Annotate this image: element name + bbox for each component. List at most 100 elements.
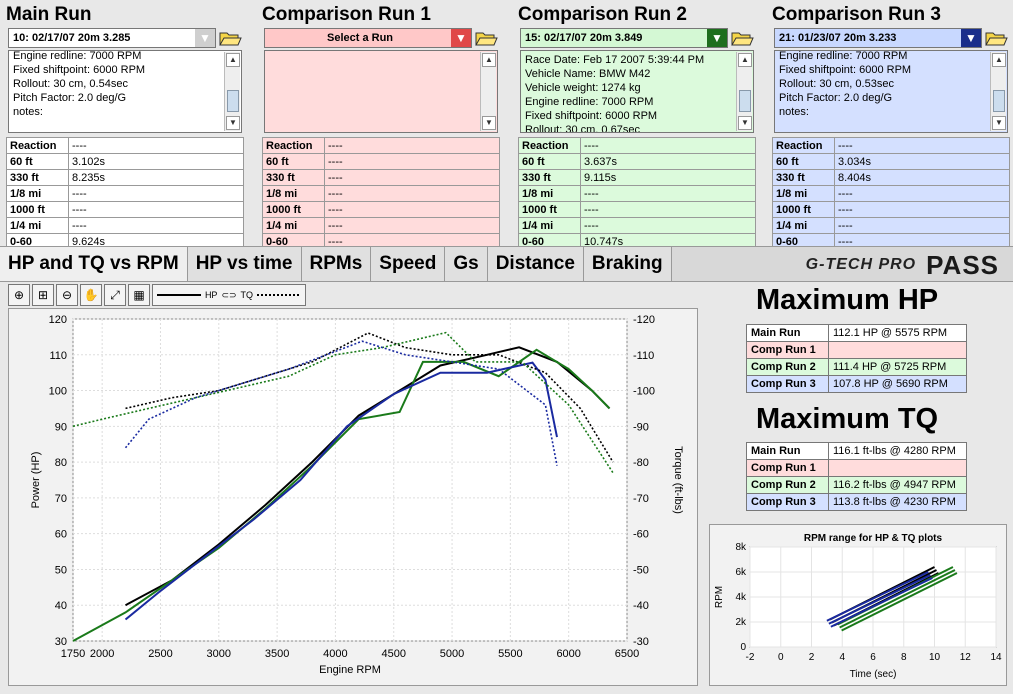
max-tq-table: Main Run 116.1 ft-lbs @ 4280 RPM Comp Run … bbox=[746, 442, 967, 511]
stat-label: 60 ft bbox=[262, 153, 325, 170]
line-legend: HP ⊂⊃ TQ bbox=[152, 284, 306, 306]
folder-icon[interactable] bbox=[218, 28, 242, 48]
tab-distance[interactable]: Distance bbox=[487, 247, 584, 281]
scroll-down-icon[interactable]: ▼ bbox=[482, 116, 496, 130]
run-selector[interactable]: 15: 02/17/07 20m 3.849 ▼ bbox=[520, 28, 728, 48]
notes-scrollbar[interactable]: ▲ ▼ bbox=[736, 52, 752, 131]
y2-tick-label: -80 bbox=[633, 457, 649, 469]
max-hp-table: Main Run 112.1 HP @ 5575 RPM Comp Run 1 Com… bbox=[746, 324, 967, 393]
stat-value: 9.115s bbox=[580, 169, 756, 186]
stat-label: 330 ft bbox=[518, 169, 581, 186]
scroll-down-icon[interactable]: ▼ bbox=[992, 116, 1006, 130]
table-row: 1/8 mi ---- bbox=[6, 185, 244, 202]
scroll-up-icon[interactable]: ▲ bbox=[738, 53, 752, 67]
chevron-down-icon[interactable]: ▼ bbox=[195, 29, 215, 47]
stat-label: 60 ft bbox=[772, 153, 835, 170]
run-notes[interactable]: Engine redline: 7000 RPM Fixed shiftpoint… bbox=[774, 50, 1008, 133]
scroll-thumb[interactable] bbox=[993, 90, 1005, 112]
run-stats-table: Reaction ---- 60 ft ---- 330 ft ---- 1/8 mi ---… bbox=[262, 137, 500, 250]
note-line: Engine redline: 7000 RPM bbox=[13, 50, 142, 62]
note-line: notes: bbox=[779, 106, 809, 118]
folder-icon[interactable] bbox=[730, 28, 754, 48]
fit-expand-icon[interactable]: ⤢ bbox=[104, 284, 126, 306]
stat-value: ---- bbox=[68, 201, 244, 218]
stat-label: Reaction bbox=[262, 137, 325, 154]
y-tick-label: 50 bbox=[55, 564, 67, 576]
note-line: Fixed shiftpoint: 6000 RPM bbox=[13, 64, 146, 76]
stat-value: ---- bbox=[580, 137, 756, 154]
stat-value: 8.235s bbox=[68, 169, 244, 186]
mini-series-line bbox=[839, 569, 956, 629]
y-tick-label: 30 bbox=[55, 636, 67, 648]
x-tick-label: 5500 bbox=[498, 648, 522, 660]
pan-hand-icon[interactable]: ✋ bbox=[80, 284, 102, 306]
stat-label: 60 ft bbox=[6, 153, 69, 170]
chevron-down-icon[interactable]: ▼ bbox=[451, 29, 471, 47]
notes-scrollbar[interactable]: ▲ ▼ bbox=[480, 52, 496, 131]
tab-hp-vs-time[interactable]: HP vs time bbox=[187, 247, 302, 281]
run-selector[interactable]: 10: 02/17/07 20m 3.285 ▼ bbox=[8, 28, 216, 48]
grid-icon[interactable]: ▦ bbox=[128, 284, 150, 306]
max-run-label: Main Run bbox=[746, 442, 829, 460]
max-value: 112.1 HP @ 5575 RPM bbox=[828, 324, 967, 342]
run-notes[interactable]: Engine redline: 7000 RPM Fixed shiftpoint… bbox=[8, 50, 242, 133]
zoom-out-icon[interactable]: ⊖ bbox=[56, 284, 78, 306]
stat-value: ---- bbox=[324, 217, 500, 234]
table-row: 1/8 mi ---- bbox=[262, 185, 500, 202]
mini-y-tick-label: 2k bbox=[735, 617, 747, 628]
table-row: 60 ft 3.034s bbox=[772, 153, 1010, 170]
scroll-thumb[interactable] bbox=[739, 90, 751, 112]
scroll-thumb[interactable] bbox=[227, 90, 239, 112]
scroll-up-icon[interactable]: ▲ bbox=[992, 53, 1006, 67]
table-row: Comp Run 1 bbox=[746, 459, 967, 477]
run-selector-value: 10: 02/17/07 20m 3.285 bbox=[13, 32, 131, 44]
table-row: 0-60 10.747s bbox=[518, 233, 756, 250]
max-hp-title: Maximum HP bbox=[756, 284, 939, 316]
x-tick-label: 4500 bbox=[381, 648, 405, 660]
notes-scrollbar[interactable]: ▲ ▼ bbox=[224, 52, 240, 131]
stat-value: ---- bbox=[580, 201, 756, 218]
table-row: Reaction ---- bbox=[6, 137, 244, 154]
y2-tick-label: -60 bbox=[633, 529, 649, 541]
run-selector-value: 15: 02/17/07 20m 3.849 bbox=[525, 32, 643, 44]
run-stats-table: Reaction ---- 60 ft 3.637s 330 ft 9.115s 1/8 m… bbox=[518, 137, 756, 250]
run-selector[interactable]: 21: 01/23/07 20m 3.233 ▼ bbox=[774, 28, 982, 48]
x-tick-label: 4000 bbox=[323, 648, 347, 660]
tq-line-sample bbox=[257, 294, 301, 296]
y2-tick-label: -120 bbox=[633, 314, 655, 326]
folder-icon[interactable] bbox=[984, 28, 1008, 48]
tab-hp-tq-vs-rpm[interactable]: HP and TQ vs RPM bbox=[0, 247, 188, 281]
mini-series-line bbox=[830, 577, 933, 628]
run-selector[interactable]: Select a Run ▼ bbox=[264, 28, 472, 48]
scroll-up-icon[interactable]: ▲ bbox=[482, 53, 496, 67]
note-line: Rollout: 30 cm, 0.67sec bbox=[525, 124, 640, 133]
chevron-down-icon[interactable]: ▼ bbox=[707, 29, 727, 47]
tab-rpms[interactable]: RPMs bbox=[301, 247, 372, 281]
run-title: Main Run bbox=[6, 4, 92, 25]
folder-icon[interactable] bbox=[474, 28, 498, 48]
tab-speed[interactable]: Speed bbox=[371, 247, 446, 281]
notes-scrollbar[interactable]: ▲ ▼ bbox=[990, 52, 1006, 131]
scroll-up-icon[interactable]: ▲ bbox=[226, 53, 240, 67]
run-notes-text: Engine redline: 7000 RPM Fixed shiftpoint… bbox=[9, 50, 241, 119]
tab-braking[interactable]: Braking bbox=[583, 247, 672, 281]
zoom-in-icon[interactable]: ⊕ bbox=[8, 284, 30, 306]
zoom-box-icon[interactable]: ⊞ bbox=[32, 284, 54, 306]
chevron-down-icon[interactable]: ▼ bbox=[961, 29, 981, 47]
max-value: 116.1 ft-lbs @ 4280 RPM bbox=[828, 442, 967, 460]
note-line: Pitch Factor: 2.0 deg/G bbox=[13, 92, 127, 104]
rpm-range-plot[interactable]: RPM range for HP & TQ plots -2 0 2 4 6 8 10 12 14… bbox=[709, 524, 1007, 686]
run-notes[interactable]: Race Date: Feb 17 2007 5:39:44 PM Vehicle… bbox=[520, 50, 754, 133]
run-selector-value: Select a Run bbox=[326, 32, 394, 44]
note-line: Fixed shiftpoint: 6000 RPM bbox=[525, 110, 658, 122]
hp-tq-plot[interactable]: 1750 2000 2500 3000 3500 4000 4500 5000 5500 6000… bbox=[8, 308, 698, 686]
run-notes[interactable]: ▲ ▼ bbox=[264, 50, 498, 133]
run-selector-value: 21: 01/23/07 20m 3.233 bbox=[779, 32, 897, 44]
gtech-brand: G-TECH PRO bbox=[805, 256, 917, 273]
y-tick-label: 90 bbox=[55, 421, 67, 433]
x-tick-label: 6500 bbox=[615, 648, 639, 660]
tab-bar: HP and TQ vs RPM HP vs time RPMs Speed G… bbox=[0, 246, 1013, 282]
tab-gs[interactable]: Gs bbox=[445, 247, 488, 281]
scroll-down-icon[interactable]: ▼ bbox=[226, 116, 240, 130]
scroll-down-icon[interactable]: ▼ bbox=[738, 116, 752, 130]
